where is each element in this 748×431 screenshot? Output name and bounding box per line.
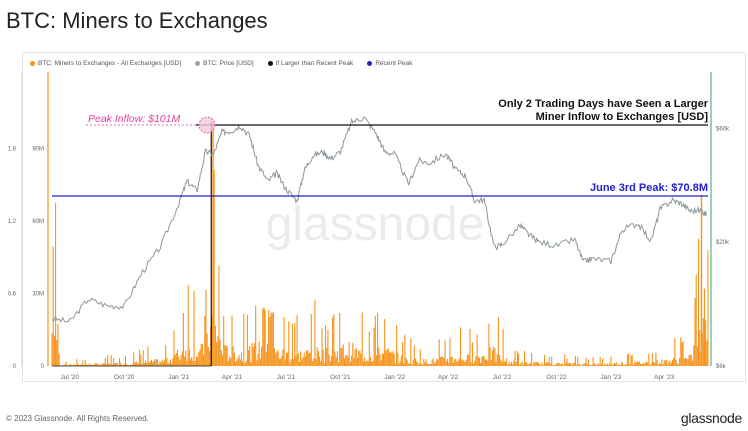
y-left-tick-label: 90M <box>32 147 44 153</box>
legend-label-larger: If Larger than Recent Peak <box>275 60 354 67</box>
y-left-tick-label: 0 <box>41 364 45 370</box>
chart-title: BTC: Miners to Exchanges <box>6 8 268 33</box>
legend-dot-price <box>195 61 201 66</box>
y-inner-tick-label: 0 <box>13 364 17 370</box>
y-right-axis: $6k $20k $60k <box>716 127 730 370</box>
x-tick-label: Jan '23 <box>601 374 622 381</box>
x-tick-label: Jul '20 <box>60 374 79 381</box>
copyright: © 2023 Glassnode. All Rights Reserved. <box>6 414 149 423</box>
y-inner-tick-label: 1.8 <box>8 147 17 153</box>
y-left-inner-axis: 0 0.6 1.2 1.8 <box>8 147 17 371</box>
legend-dot-larger <box>267 61 273 66</box>
annotations: Peak Inflow: $101M June 3rd Peak: $70.8M O… <box>52 98 709 197</box>
price-line <box>51 115 707 323</box>
footer-brand: glassnode <box>680 410 742 426</box>
x-tick-label: Jan '21 <box>168 374 189 381</box>
y-inner-tick-label: 1.2 <box>8 219 17 225</box>
x-tick-label: Oct '22 <box>546 374 567 381</box>
x-tick-label: Apr '21 <box>222 374 243 381</box>
legend-item-price[interactable]: BTC: Price [USD] <box>195 60 254 67</box>
y-right-tick-label: $6k <box>716 364 727 370</box>
larger-inflow-label-line1: Only 2 Trading Days have Seen a Larger <box>498 98 708 110</box>
june-peak-label: June 3rd Peak: $70.8M <box>590 182 708 194</box>
legend-dot-miners <box>30 61 35 66</box>
y-left-tick-label: 60M <box>32 219 44 225</box>
y-left-tick-label: 30M <box>32 292 44 298</box>
x-tick-label: Apr '22 <box>438 374 459 381</box>
x-tick-label: Jan '22 <box>384 374 405 381</box>
watermark: glassnode <box>266 198 485 251</box>
larger-inflow-label-line2: Miner Inflow to Exchanges [USD] <box>536 111 709 123</box>
x-axis: Jul '20 Oct '20 Jan '21 Apr '21 Jul '21 Oct '… <box>60 374 674 381</box>
chart-panel <box>22 52 746 382</box>
peak-inflow-label: Peak Inflow: $101M <box>88 113 180 125</box>
x-tick-label: Oct '20 <box>114 374 135 381</box>
legend-item-miners[interactable]: BTC: Miners to Exchanges - All Exchanges… <box>30 60 181 67</box>
y-left-axis: 0 30M 60M 90M <box>32 147 44 371</box>
peak-marker-circle <box>198 116 216 134</box>
x-tick-label: Jul '21 <box>277 374 296 381</box>
legend: BTC: Miners to Exchanges - All Exchanges… <box>30 60 413 67</box>
x-tick-label: Oct '21 <box>330 374 351 381</box>
y-inner-tick-label: 0.6 <box>8 292 17 298</box>
grid <box>21 72 712 366</box>
y-right-tick-label: $60k <box>716 127 730 133</box>
legend-item-recent-peak[interactable]: Recent Peak <box>367 60 413 67</box>
legend-label-price: BTC: Price [USD] <box>203 60 254 67</box>
legend-label-recent-peak: Recent Peak <box>375 60 413 67</box>
legend-label-miners: BTC: Miners to Exchanges - All Exchanges… <box>38 60 182 67</box>
y-right-tick-label: $20k <box>716 240 730 246</box>
x-tick-label: Jul '22 <box>493 374 512 381</box>
legend-dot-recent-peak <box>367 61 373 66</box>
legend-item-larger[interactable]: If Larger than Recent Peak <box>267 60 354 67</box>
miners-inflow-series <box>51 121 709 367</box>
x-tick-label: Apr '23 <box>654 374 675 381</box>
